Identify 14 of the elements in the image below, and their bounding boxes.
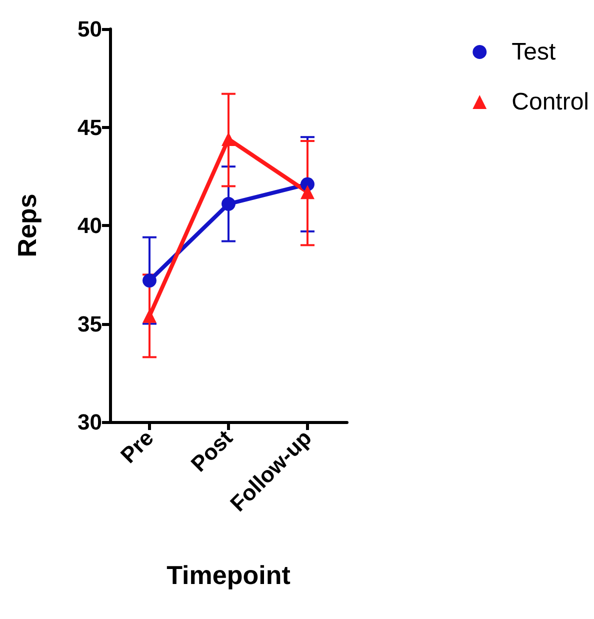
point bbox=[222, 132, 236, 146]
y-tick-label: 50 bbox=[78, 16, 102, 42]
point bbox=[222, 196, 236, 211]
x-axis-title: Timepoint bbox=[166, 560, 291, 590]
y-tick-label: 40 bbox=[78, 213, 102, 238]
y-tick-label: 45 bbox=[78, 114, 102, 140]
y-axis-title: Reps bbox=[12, 194, 42, 258]
y-tick-label: 30 bbox=[78, 410, 102, 434]
legend-label: Control bbox=[512, 88, 590, 116]
point bbox=[142, 274, 156, 288]
legend-label: Test bbox=[512, 38, 556, 66]
y-tick-label: 35 bbox=[78, 311, 102, 336]
point bbox=[300, 185, 314, 200]
x-tick-label: Pre bbox=[116, 425, 158, 468]
